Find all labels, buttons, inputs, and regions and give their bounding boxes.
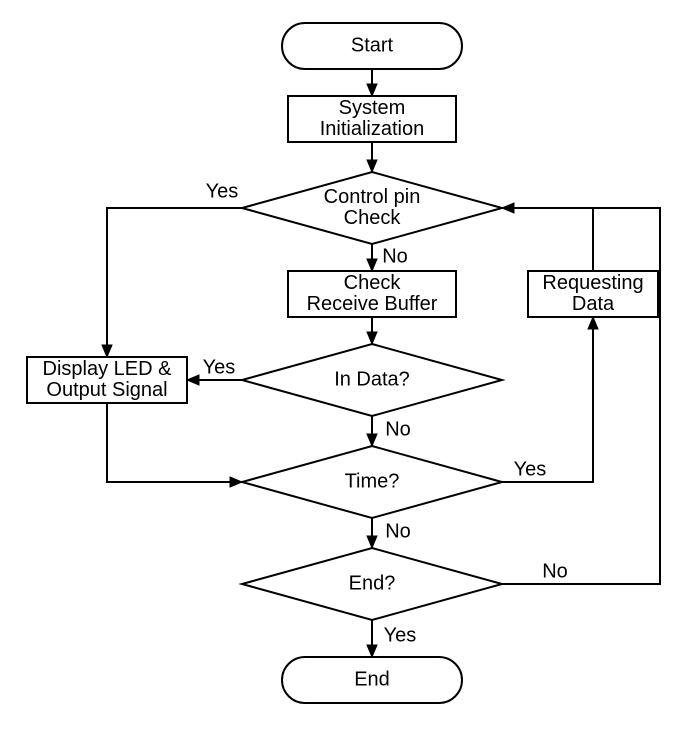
- svg-text:Initialization: Initialization: [320, 118, 425, 140]
- svg-text:End: End: [354, 668, 390, 690]
- edge-label: No: [542, 560, 568, 582]
- svg-text:Start: Start: [351, 34, 394, 56]
- svg-text:Control pin: Control pin: [324, 186, 421, 208]
- svg-text:End?: End?: [349, 572, 396, 594]
- svg-text:Check: Check: [344, 207, 402, 229]
- flowchart-canvas: No No No Yes Yes Yes Yes No Start SystemInitializ…: [0, 0, 700, 740]
- edge-label: No: [385, 418, 411, 440]
- svg-text:Check: Check: [344, 272, 402, 294]
- edge-label: Yes: [206, 180, 239, 202]
- edge-label: Yes: [384, 624, 417, 646]
- edge-label: No: [385, 520, 411, 542]
- svg-text:Display LED &: Display LED &: [43, 358, 173, 380]
- svg-text:Time?: Time?: [345, 470, 400, 492]
- edge: [107, 403, 242, 482]
- svg-text:In Data?: In Data?: [334, 368, 410, 390]
- svg-text:Output Signal: Output Signal: [46, 379, 167, 401]
- edge: [502, 208, 593, 271]
- svg-text:System: System: [339, 97, 406, 119]
- edge-label: No: [382, 245, 408, 267]
- svg-text:Requesting: Requesting: [542, 272, 643, 294]
- edge-label: Yes: [514, 458, 547, 480]
- edge: [502, 208, 660, 584]
- svg-text:Receive Buffer: Receive Buffer: [307, 293, 438, 315]
- svg-text:Data: Data: [572, 293, 615, 315]
- edge: [107, 208, 242, 357]
- edge: [502, 317, 593, 482]
- edge-label: Yes: [203, 356, 236, 378]
